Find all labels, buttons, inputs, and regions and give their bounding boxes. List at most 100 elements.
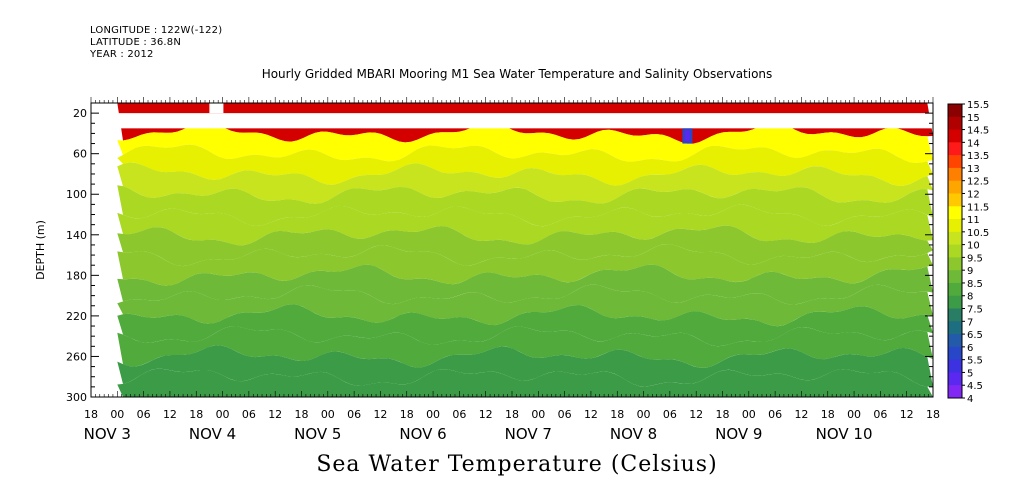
axes: 20 60 100 140 180 220 260 300 DEPTH (m) 18 00 06 12 1…	[34, 97, 940, 443]
legend-swatch	[948, 129, 962, 143]
x-hour-label: 06	[558, 408, 572, 421]
legend-swatch	[948, 308, 962, 322]
legend-label: 6	[967, 343, 973, 354]
legend-label: 7.5	[967, 305, 983, 316]
legend-label: 15.5	[967, 100, 989, 111]
legend-swatch	[948, 206, 962, 220]
x-hour-label: 00	[216, 408, 230, 421]
legend-label: 8.5	[967, 279, 983, 290]
year-label: YEAR : 2012	[90, 49, 154, 60]
x-hour-label: 06	[873, 408, 887, 421]
legend-swatch	[948, 359, 962, 373]
x-day-label: NOV 9	[715, 425, 762, 443]
x-hour-label: 00	[742, 408, 756, 421]
x-hour-label: 00	[426, 408, 440, 421]
legend-label: 9	[967, 266, 973, 277]
latitude-label: LATITUDE : 36.8N	[90, 37, 182, 48]
x-hour-label: 18	[84, 408, 98, 421]
missing-data-band	[117, 113, 933, 129]
contour-field	[117, 103, 934, 397]
legend-swatch	[948, 155, 962, 169]
legend-label: 9.5	[967, 253, 983, 264]
x-hour-label: 12	[584, 408, 598, 421]
x-hour-label: 06	[663, 408, 677, 421]
legend-swatch	[948, 193, 962, 207]
legend-label: 14	[967, 138, 980, 149]
y-tick-label: 260	[66, 350, 87, 363]
x-day-label: NOV 8	[610, 425, 657, 443]
contour-band	[117, 225, 934, 267]
x-day-label: NOV 10	[816, 425, 873, 443]
y-tick-label: 20	[73, 107, 87, 120]
contour-band	[117, 144, 934, 186]
legend-label: 5	[967, 368, 973, 379]
legend-swatch	[948, 167, 962, 182]
y-tick-label: 100	[66, 188, 87, 201]
chart-title: Hourly Gridded MBARI Mooring M1 Sea Wate…	[261, 67, 773, 81]
contour-band	[117, 162, 934, 204]
legend-swatch	[948, 282, 962, 297]
contour-band	[117, 304, 934, 347]
variable-title: Sea Water Temperature (Celsius)	[316, 452, 718, 477]
x-hour-label: 00	[531, 408, 545, 421]
x-hour-label: 12	[689, 408, 703, 421]
legend-swatch	[948, 257, 962, 271]
anomaly-core	[684, 130, 690, 142]
x-hour-label: 12	[163, 408, 177, 421]
x-hour-label: 12	[479, 408, 493, 421]
legend-swatch	[948, 180, 962, 194]
contour-band	[117, 284, 934, 327]
contour-band	[117, 264, 934, 305]
x-hour-label: 00	[321, 408, 335, 421]
contour-band	[117, 368, 934, 397]
legend-label: 15	[967, 113, 980, 124]
legend-swatch	[948, 295, 962, 310]
legend-swatch	[948, 219, 962, 233]
y-tick-label: 180	[66, 269, 87, 282]
legend-swatch	[948, 116, 962, 131]
legend-label: 8	[967, 292, 973, 303]
y-tick-label: 300	[66, 391, 87, 404]
legend-label: 10	[967, 241, 980, 252]
x-hour-label: 18	[505, 408, 519, 421]
legend-label: 13.5	[967, 151, 989, 162]
longitude-label: LONGITUDE : 122W(-122)	[90, 25, 223, 36]
legend-label: 14.5	[967, 126, 989, 137]
legend-swatch	[948, 346, 962, 361]
x-day-label: NOV 6	[399, 425, 446, 443]
y-axis-label: DEPTH (m)	[34, 220, 47, 280]
legend-label: 12.5	[967, 177, 989, 188]
legend-label: 5.5	[967, 356, 983, 367]
legend-label: 7	[967, 317, 973, 328]
y-tick-label: 60	[73, 148, 87, 161]
legend-label: 6.5	[967, 330, 983, 341]
y-tick-label: 220	[66, 310, 87, 323]
y-tick-label: 140	[66, 229, 87, 242]
x-hour-label: 18	[716, 408, 730, 421]
x-hour-label: 12	[794, 408, 808, 421]
legend-label: 13	[967, 164, 980, 175]
legend-frame	[947, 103, 963, 399]
legend-swatch	[948, 244, 962, 258]
x-hour-label: 18	[926, 408, 940, 421]
legend-label: 4.5	[967, 381, 983, 392]
x-day-label: NOV 5	[294, 425, 341, 443]
contour-band	[117, 326, 934, 368]
x-hour-label: 18	[610, 408, 624, 421]
x-hour-label: 12	[373, 408, 387, 421]
legend-swatch	[948, 231, 962, 246]
legend-swatch	[948, 372, 962, 386]
legend-label: 10.5	[967, 228, 989, 239]
legend-label: 11	[967, 215, 980, 226]
x-hour-label: 06	[137, 408, 151, 421]
x-hour-label: 06	[452, 408, 466, 421]
x-hour-label: 00	[637, 408, 651, 421]
missing-data-gap	[209, 103, 224, 114]
x-hour-label: 12	[900, 408, 914, 421]
legend-swatch	[948, 270, 962, 284]
contour-band	[117, 204, 934, 246]
x-hour-label: 06	[768, 408, 782, 421]
contour-band	[117, 185, 934, 227]
contour-band	[117, 244, 934, 286]
